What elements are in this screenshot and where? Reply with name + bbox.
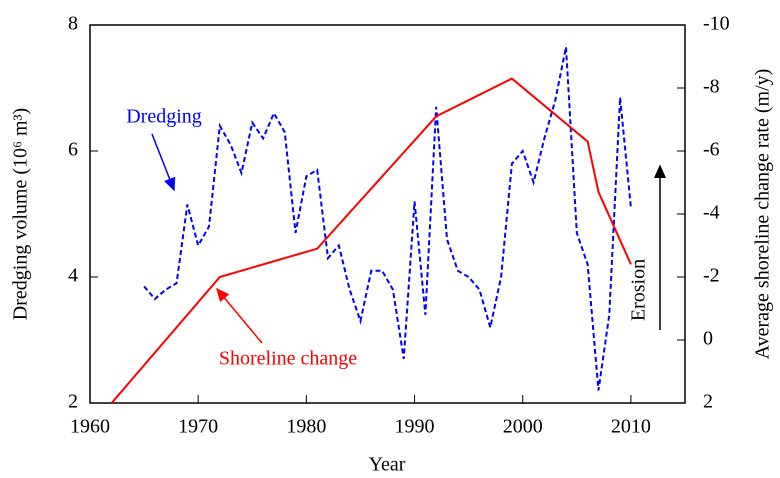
x-tick-label: 1990 bbox=[395, 416, 435, 438]
y2-tick-label: -6 bbox=[703, 139, 720, 161]
y-tick-label: 6 bbox=[68, 139, 78, 161]
annotation-text: Erosion bbox=[628, 259, 650, 321]
y-tick-label: 4 bbox=[68, 265, 78, 287]
plot-frame bbox=[89, 24, 686, 404]
series-line bbox=[143, 46, 632, 391]
x-tick-label: 1970 bbox=[178, 416, 218, 438]
y2-tick-label: -2 bbox=[703, 265, 720, 287]
annotation-arrow bbox=[216, 287, 263, 344]
y2-axis-label: Average shoreline change rate (m/y) bbox=[752, 69, 774, 360]
y-tick-label: 8 bbox=[68, 13, 78, 35]
annotation-arrow bbox=[151, 133, 176, 192]
y2-tick-label: -8 bbox=[703, 76, 720, 98]
y2-tick-label: 2 bbox=[703, 391, 713, 413]
legend-label: Shoreline change bbox=[219, 348, 357, 370]
x-tick-label: 1980 bbox=[286, 416, 326, 438]
series-line bbox=[110, 77, 632, 404]
x-tick-label: 2010 bbox=[611, 416, 651, 438]
y-tick-label: 2 bbox=[68, 391, 78, 413]
y-axis-label: Dredging volume (10⁶ m³) bbox=[10, 108, 32, 320]
x-tick-label: 1960 bbox=[70, 416, 110, 438]
x-axis-label: Year bbox=[369, 454, 406, 476]
y2-tick-label: -10 bbox=[703, 13, 730, 35]
x-tick-label: 2000 bbox=[503, 416, 543, 438]
legend-label: Dredging bbox=[126, 106, 202, 128]
y2-tick-label: 0 bbox=[703, 328, 713, 350]
y2-tick-label: -4 bbox=[703, 202, 720, 224]
